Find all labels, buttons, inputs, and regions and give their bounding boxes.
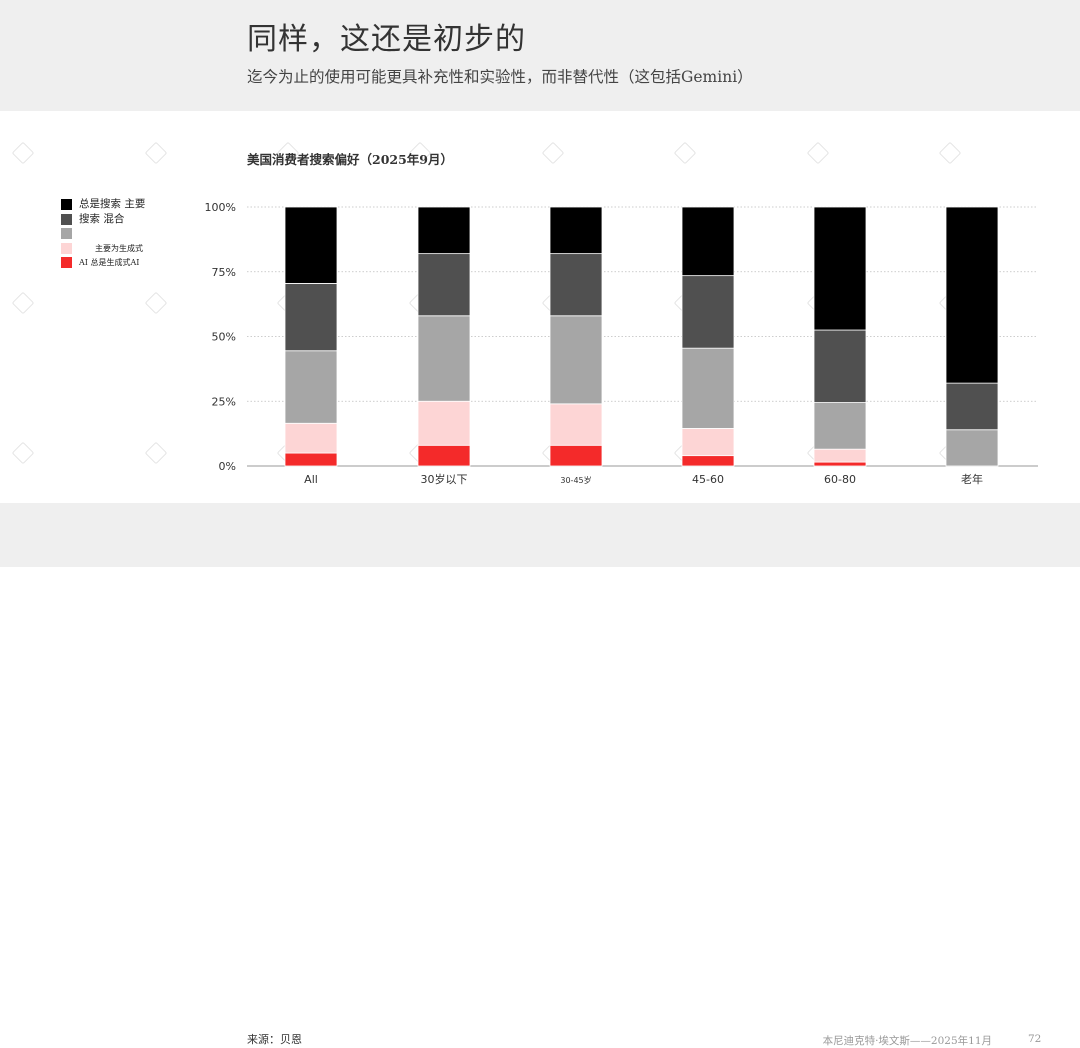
- source-note: 来源：贝恩: [247, 1033, 302, 1046]
- bar-segment: [681, 428, 735, 457]
- bar-segment: [549, 315, 603, 405]
- page-number: 72: [1028, 1033, 1042, 1045]
- bar-segment: [284, 452, 338, 467]
- bar-segment: [945, 382, 999, 431]
- bar-segment: [681, 347, 735, 429]
- y-tick-label: 25%: [212, 395, 236, 408]
- bar-segment: [813, 206, 867, 331]
- bar-segment: [813, 402, 867, 450]
- bar-segment: [417, 253, 471, 317]
- page-title: 同样，这还是初步的: [247, 22, 526, 57]
- y-tick-label: 0%: [219, 460, 236, 473]
- y-tick-label: 75%: [212, 266, 236, 279]
- footer-band: 来源：贝恩 本尼迪克特·埃文斯——2025年11月 72: [0, 503, 1080, 1047]
- bar-segment: [549, 253, 603, 317]
- y-tick-label: 50%: [212, 331, 236, 344]
- bar-segment: [417, 315, 471, 402]
- x-tick-label: All: [304, 473, 318, 486]
- x-tick-label: 老年: [961, 472, 983, 486]
- page-subtitle: 迄今为止的使用可能更具补充性和实验性，而非替代性（这包括Gemini）: [247, 68, 753, 86]
- x-tick-label: 30-45岁: [560, 475, 591, 485]
- legend-swatch: [61, 242, 72, 254]
- chart-title: 美国消费者搜索偏好（2025年9月）: [247, 152, 453, 167]
- bar-segment: [813, 461, 867, 467]
- legend-swatch: [61, 257, 72, 268]
- bar-segment: [549, 206, 603, 255]
- y-tick-label: 100%: [205, 201, 236, 214]
- x-tick-label: 60-80: [824, 473, 856, 486]
- bar-segment: [945, 429, 999, 467]
- bar-segment: [813, 329, 867, 403]
- bar-segment: [681, 455, 735, 467]
- bar-segment: [417, 444, 471, 467]
- bar-segment: [417, 400, 471, 446]
- legend-label: AI 总是生成式AI: [79, 258, 140, 267]
- author-credit: 本尼迪克特·埃文斯——2025年11月: [822, 1035, 992, 1047]
- header-band: 同样，这还是初步的 迄今为止的使用可能更具补充性和实验性，而非替代性（这包括Ge…: [0, 0, 1080, 111]
- bar-segment: [681, 206, 735, 277]
- bar-segment: [417, 206, 471, 255]
- bar-segment: [549, 444, 603, 467]
- bar-segment: [284, 283, 338, 352]
- x-tick-label: 45-60: [692, 473, 724, 486]
- legend-swatch: [61, 199, 72, 210]
- bar-segment: [284, 350, 338, 424]
- bar-segment: [681, 275, 735, 349]
- legend-swatch: [61, 213, 72, 225]
- legend-label: 搜索 混合: [79, 212, 125, 225]
- x-tick-label: 30岁以下: [421, 472, 468, 486]
- bar-segment: [945, 206, 999, 384]
- stacked-bar-chart: 0% 25% 50% 75% 100% All 30岁以下 30-45岁 45-60 60-80 老…: [205, 201, 1038, 486]
- legend-label: 总是搜索 主要: [79, 198, 146, 210]
- bar-segment: [813, 448, 867, 463]
- legend-swatch: [61, 228, 72, 239]
- bar-segment: [284, 206, 338, 284]
- bar-segment: [284, 422, 338, 454]
- bar-segment: [549, 403, 603, 446]
- legend-label: 主要为生成式: [95, 243, 143, 253]
